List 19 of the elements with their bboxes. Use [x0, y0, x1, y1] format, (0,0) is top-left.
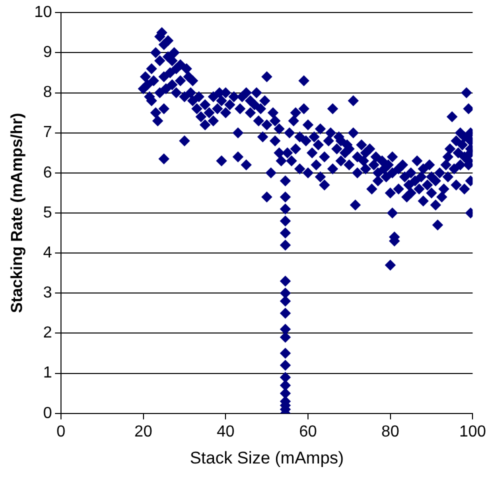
x-tick-label: 40 [216, 423, 235, 440]
x-tick-label: 100 [459, 423, 486, 440]
x-tick-label: 0 [56, 423, 66, 440]
x-tick-label: 20 [134, 423, 152, 440]
y-tick-label: 10 [34, 4, 52, 22]
y-tick-label: 0 [43, 404, 52, 422]
y-tick-label: 3 [43, 284, 52, 302]
x-tick-label: 60 [299, 423, 317, 440]
y-tick-label: 5 [43, 204, 52, 222]
y-axis-title: Stacking Rate (mAmps/hr) [9, 112, 26, 314]
y-tick-label: 8 [43, 84, 52, 102]
y-tick-label: 7 [43, 124, 52, 142]
y-tick-label: 9 [43, 44, 52, 62]
x-tick-label: 80 [381, 423, 400, 440]
y-tick-label: 2 [43, 324, 52, 342]
y-tick-label: 6 [43, 164, 52, 182]
y-tick-label: 1 [43, 364, 52, 382]
x-axis-title: Stack Size (mAmps) [190, 448, 344, 468]
y-tick-label: 4 [43, 244, 52, 262]
